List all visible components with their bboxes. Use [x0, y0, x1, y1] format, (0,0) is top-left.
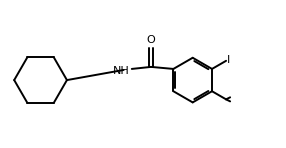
Text: I: I — [227, 55, 230, 65]
Text: NH: NH — [112, 66, 129, 76]
Text: O: O — [147, 35, 155, 45]
